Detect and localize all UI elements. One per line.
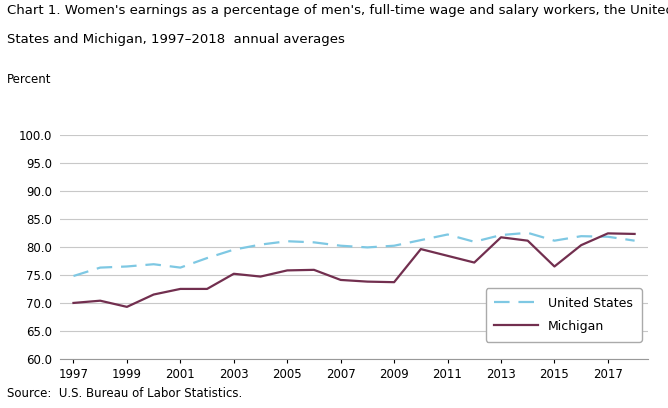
Text: Percent: Percent (7, 73, 51, 86)
United States (96, 265, 104, 270)
United States (230, 247, 238, 252)
Michigan (631, 231, 639, 236)
Michigan (550, 264, 558, 269)
Michigan (96, 298, 104, 303)
Text: Source:  U.S. Bureau of Labor Statistics.: Source: U.S. Bureau of Labor Statistics. (7, 387, 242, 400)
United States (577, 234, 585, 239)
Line: United States: United States (73, 233, 635, 276)
United States (604, 234, 612, 239)
Text: States and Michigan, 1997–2018  annual averages: States and Michigan, 1997–2018 annual av… (7, 33, 345, 46)
United States (550, 238, 558, 243)
Michigan (470, 260, 478, 265)
Michigan (577, 243, 585, 248)
United States (497, 233, 505, 237)
United States (337, 243, 345, 248)
Michigan (524, 238, 532, 243)
Michigan (417, 247, 425, 252)
United States (123, 264, 131, 269)
United States (69, 274, 77, 279)
United States (417, 237, 425, 242)
United States (310, 240, 318, 245)
Michigan (176, 286, 184, 291)
United States (150, 262, 158, 267)
Michigan (604, 231, 612, 236)
United States (203, 255, 211, 261)
United States (631, 238, 639, 243)
Legend: United States, Michigan: United States, Michigan (486, 288, 642, 341)
Michigan (363, 279, 371, 284)
United States (363, 245, 371, 250)
United States (444, 232, 452, 237)
Michigan (230, 271, 238, 276)
United States (257, 242, 265, 247)
United States (470, 239, 478, 244)
Michigan (203, 286, 211, 291)
Michigan (390, 280, 398, 285)
Michigan (257, 274, 265, 279)
Michigan (283, 268, 291, 273)
Michigan (310, 267, 318, 272)
Michigan (497, 235, 505, 240)
Michigan (69, 300, 77, 305)
Michigan (150, 292, 158, 297)
Line: Michigan: Michigan (73, 233, 635, 307)
United States (390, 243, 398, 248)
United States (524, 231, 532, 235)
Michigan (123, 304, 131, 309)
Michigan (444, 253, 452, 258)
Text: Chart 1. Women's earnings as a percentage of men's, full-time wage and salary wo: Chart 1. Women's earnings as a percentag… (7, 4, 668, 17)
Michigan (337, 277, 345, 282)
United States (176, 265, 184, 270)
United States (283, 239, 291, 244)
